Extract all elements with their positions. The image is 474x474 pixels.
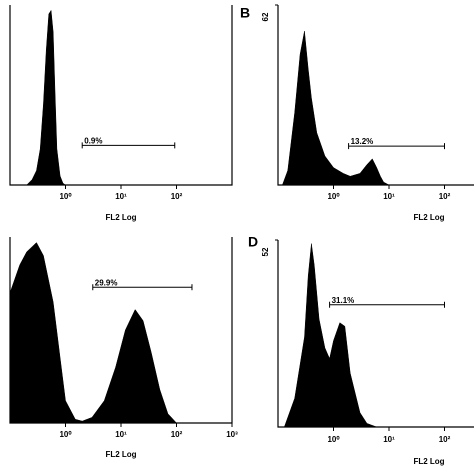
axis-frame bbox=[277, 5, 474, 186]
x-tick-label: 10⁰ bbox=[327, 192, 340, 201]
x-tick-label: 10² bbox=[171, 430, 183, 439]
histogram-area bbox=[26, 9, 67, 186]
x-tick-label: 10¹ bbox=[115, 430, 127, 439]
axis-frame bbox=[277, 240, 474, 428]
x-tick-label: 10² bbox=[171, 192, 183, 201]
panel-label: D bbox=[248, 234, 258, 250]
histogram-area bbox=[9, 242, 178, 424]
histogram-area bbox=[282, 31, 390, 186]
gate-label: 13.2% bbox=[351, 137, 374, 146]
x-tick-label: 10² bbox=[439, 192, 451, 201]
x-axis-label: FL2 Log bbox=[413, 457, 444, 466]
x-axis-label: FL2 Log bbox=[105, 213, 136, 222]
panel-label: B bbox=[240, 5, 250, 21]
y-tick-label: 62 bbox=[261, 12, 270, 21]
x-tick-label: 10⁰ bbox=[59, 192, 72, 201]
x-tick-label: 10⁰ bbox=[327, 435, 340, 444]
x-tick-label: 10³ bbox=[226, 430, 238, 439]
histogram-area bbox=[283, 243, 377, 428]
x-axis-label: FL2 Log bbox=[413, 213, 444, 222]
x-tick-label: 10¹ bbox=[383, 192, 395, 201]
gate-label: 0.9% bbox=[84, 137, 102, 146]
x-axis-label: FL2 Log bbox=[105, 450, 136, 459]
gate-label: 29.9% bbox=[95, 278, 118, 287]
gate-label: 31.1% bbox=[332, 296, 355, 305]
x-tick-label: 10² bbox=[439, 435, 451, 444]
x-tick-label: 10⁰ bbox=[59, 430, 72, 439]
y-tick-label: 52 bbox=[261, 247, 270, 256]
x-tick-label: 10¹ bbox=[115, 192, 127, 201]
x-tick-label: 10¹ bbox=[383, 435, 395, 444]
